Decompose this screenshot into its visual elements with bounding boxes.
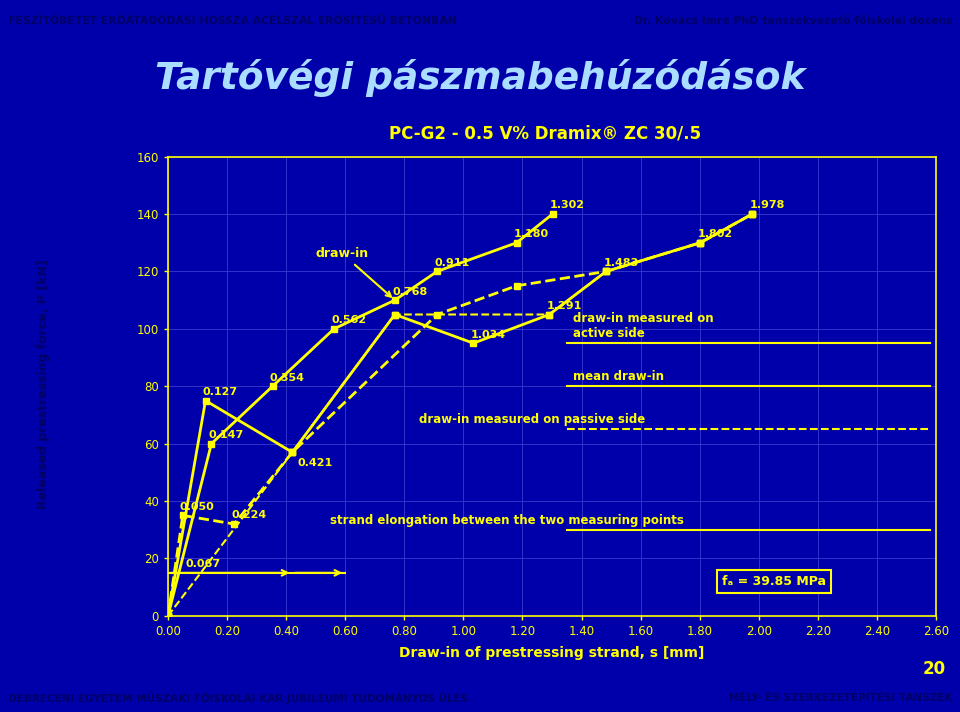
Text: mean draw-in: mean draw-in xyxy=(573,370,663,383)
Text: DEBRECENI EGYETEM MŰSZAKI FŐISKOLAI KAR JUBILEUMI TUDOMÁNYOS ÜLÉS: DEBRECENI EGYETEM MŰSZAKI FŐISKOLAI KAR … xyxy=(8,692,468,703)
Text: 1.180: 1.180 xyxy=(514,229,549,239)
Text: draw-in measured on passive side: draw-in measured on passive side xyxy=(420,414,645,426)
Text: 1.302: 1.302 xyxy=(550,201,585,211)
X-axis label: Draw-in of prestressing strand, s [mm]: Draw-in of prestressing strand, s [mm] xyxy=(399,646,705,660)
Text: 20: 20 xyxy=(923,660,946,679)
Text: draw-in measured on
active side: draw-in measured on active side xyxy=(573,313,713,340)
Text: 0.147: 0.147 xyxy=(208,430,244,440)
Text: 1.483: 1.483 xyxy=(603,258,638,268)
Text: 1.978: 1.978 xyxy=(750,201,785,211)
Text: 0.911: 0.911 xyxy=(434,258,469,268)
Text: 0.127: 0.127 xyxy=(203,387,238,397)
Text: 0.562: 0.562 xyxy=(331,315,367,325)
Text: Dr. Kovács Imre PhD tanszékvezető főiskolai docens: Dr. Kovács Imre PhD tanszékvezető főisko… xyxy=(634,16,952,26)
Text: strand elongation between the two measuring points: strand elongation between the two measur… xyxy=(330,514,684,527)
Text: 0.768: 0.768 xyxy=(392,287,427,297)
Text: 0.050: 0.050 xyxy=(180,502,215,512)
Text: Released prestressing force, P [kN]: Released prestressing force, P [kN] xyxy=(36,260,50,509)
Text: 0.354: 0.354 xyxy=(270,372,304,383)
Text: draw-in: draw-in xyxy=(316,247,391,297)
Text: 1.034: 1.034 xyxy=(470,330,506,340)
Text: 1.291: 1.291 xyxy=(546,301,582,311)
Text: PC-G2 - 0.5 V% Dramix® ZC 30/.5: PC-G2 - 0.5 V% Dramix® ZC 30/.5 xyxy=(389,125,701,142)
Text: 0.224: 0.224 xyxy=(231,511,267,520)
Text: Tartóvégi pászmabehúzódások: Tartóvégi pászmabehúzódások xyxy=(155,59,805,98)
Text: 1.802: 1.802 xyxy=(698,229,732,239)
Text: 0.067: 0.067 xyxy=(185,559,220,570)
Text: MÉLY- ÉS SZERKEZETÉPÍTÉSI TANSZÉK: MÉLY- ÉS SZERKEZETÉPÍTÉSI TANSZÉK xyxy=(729,693,952,703)
Text: FESZÍTŐBETET ERŐÁTADÓDÁSI HOSSZA ACÉLSZÁL ERŐSÍTÉSÜ BETONBAN: FESZÍTŐBETET ERŐÁTADÓDÁSI HOSSZA ACÉLSZÁ… xyxy=(8,16,456,26)
Text: 0.421: 0.421 xyxy=(298,458,333,468)
Text: fₐ = 39.85 MPa: fₐ = 39.85 MPa xyxy=(722,575,826,588)
